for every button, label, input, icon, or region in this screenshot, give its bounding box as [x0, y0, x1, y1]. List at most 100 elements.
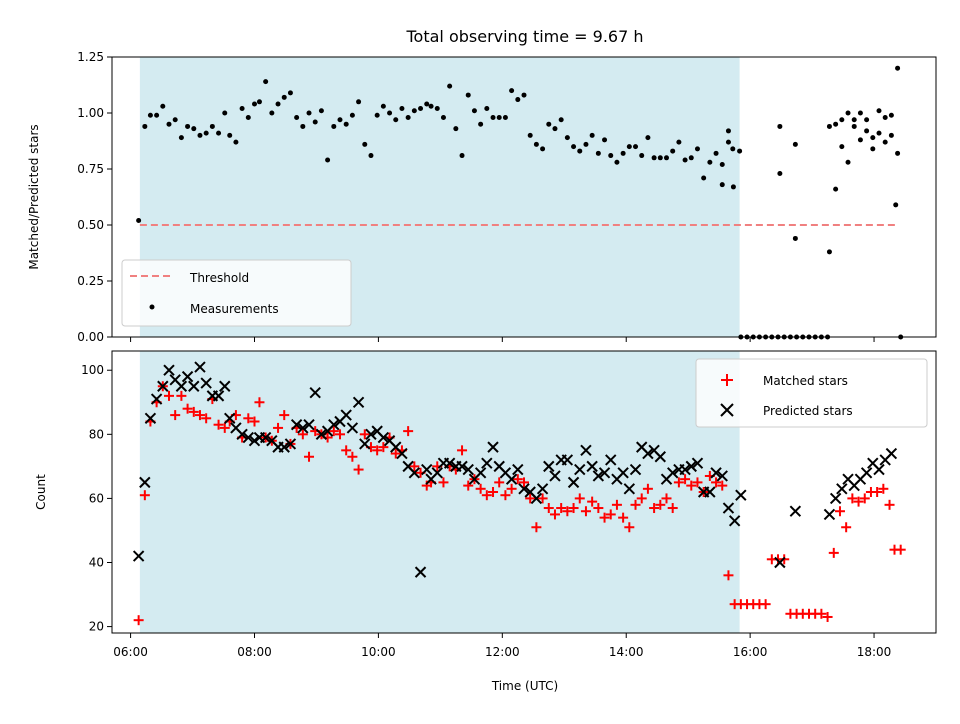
bottom-y-tick-label: 100 [81, 363, 104, 377]
matched-star-marker [279, 410, 290, 421]
predicted-star-marker [163, 364, 175, 376]
measurement-point [405, 114, 411, 120]
measurement-point [583, 141, 589, 147]
predicted-marker-b [636, 441, 648, 453]
predicted-marker-b [188, 380, 200, 392]
measurement-point [688, 155, 694, 161]
predicted-star-marker [598, 467, 611, 479]
matched-star-marker [519, 477, 529, 488]
matched-star-marker [723, 570, 734, 581]
predicted-star-marker [567, 476, 580, 489]
predicted-marker-b [561, 454, 574, 466]
matched-star-marker [463, 480, 474, 491]
top-y-tick-label: 0.50 [77, 218, 104, 232]
measurement-points [136, 65, 904, 340]
x-axis-label: Time (UTC) [491, 679, 558, 693]
matched-star-marker [642, 483, 653, 494]
matched-star-marker [506, 483, 517, 494]
predicted-marker-b [230, 422, 242, 434]
predicted-star-marker [829, 492, 842, 505]
measurement-point [227, 132, 233, 138]
predicted-star-marker [259, 431, 272, 444]
measurement-point [447, 83, 453, 89]
predicted-marker-b [315, 428, 328, 441]
measurement-point [870, 146, 876, 152]
predicted-star-marker [722, 502, 735, 514]
matched-star-marker [372, 445, 383, 456]
bottom-y-tick-label: 20 [89, 620, 104, 634]
predicted-star-marker [654, 451, 667, 463]
matched-star-marker [273, 422, 284, 433]
measurement-point [312, 119, 318, 125]
measurement-point [730, 184, 736, 190]
measurement-point [306, 110, 312, 116]
predicted-star-marker [431, 467, 443, 479]
predicted-marker-b [474, 467, 487, 479]
predicted-marker-b [605, 454, 617, 466]
measurement-point [209, 123, 215, 129]
measurement-point [502, 114, 508, 120]
predicted-star-marker [462, 463, 474, 476]
legend-predicted-swatch [720, 403, 734, 417]
predicted-marker-b [648, 444, 660, 457]
predicted-star-marker [685, 460, 697, 473]
bottom-x-ticks: 06:00 08:00 10:00 12:00 14:00 16:00 18:00 [113, 633, 891, 659]
matched-star-marker [390, 448, 401, 459]
measurement-point [251, 101, 257, 107]
predicted-marker-b [867, 457, 879, 469]
x-tick-label: 14:00 [609, 645, 644, 659]
measurement-point [428, 103, 434, 109]
predicted-star-marker [315, 428, 328, 441]
predicted-marker-b [236, 428, 248, 441]
predicted-marker-b [408, 467, 421, 479]
predicted-marker-b [679, 463, 691, 476]
predicted-marker-b [431, 467, 443, 479]
measurement-point [864, 117, 870, 123]
x-tick-label: 12:00 [485, 645, 520, 659]
measurement-point [882, 114, 888, 120]
predicted-marker-b [175, 380, 188, 392]
measurement-point [558, 117, 564, 123]
measurement-point [870, 135, 876, 141]
predicted-star-marker [284, 438, 297, 450]
measurement-point [387, 110, 393, 116]
predicted-star-marker [219, 380, 231, 392]
predicted-star-marker [561, 454, 574, 466]
measurement-point [876, 108, 882, 114]
predicted-star-marker [530, 492, 543, 505]
measurement-point [882, 139, 888, 145]
predicted-marker-b [278, 441, 290, 453]
measurement-point [136, 218, 142, 224]
measurement-point [851, 123, 857, 129]
predicted-marker-b [132, 550, 145, 562]
measurement-point [263, 79, 269, 85]
measurement-point [233, 139, 239, 145]
measurement-point [515, 97, 521, 103]
measurement-point [239, 106, 245, 112]
measurement-point [602, 137, 608, 143]
measurement-point [281, 94, 287, 100]
measurement-point [540, 146, 546, 152]
measurement-point [453, 126, 459, 132]
predicted-star-marker [340, 409, 352, 421]
matched-star-marker [409, 461, 420, 472]
predicted-star-marker [716, 470, 728, 482]
matched-star-marker [822, 611, 833, 622]
measurement-point [577, 148, 583, 154]
predicted-star-marker [549, 470, 561, 482]
count-panel: 20 40 60 80 100 06:00 08:00 10:00 12:00 14:00 16:… [34, 350, 937, 693]
measurement-point [318, 108, 324, 114]
measurement-point [845, 159, 851, 165]
measurement-point [595, 150, 601, 156]
predicted-star-marker [236, 428, 248, 441]
predicted-star-marker [144, 412, 157, 425]
matched-star-marker [531, 522, 542, 533]
predicted-marker-b [823, 508, 836, 521]
predicted-marker-b [642, 447, 654, 460]
predicted-marker-b [328, 418, 340, 431]
matched-star-marker [163, 390, 174, 401]
predicted-marker-b [150, 393, 163, 405]
predicted-marker-b [259, 431, 272, 444]
predicted-marker-b [309, 386, 321, 399]
measurement-point [521, 92, 527, 98]
